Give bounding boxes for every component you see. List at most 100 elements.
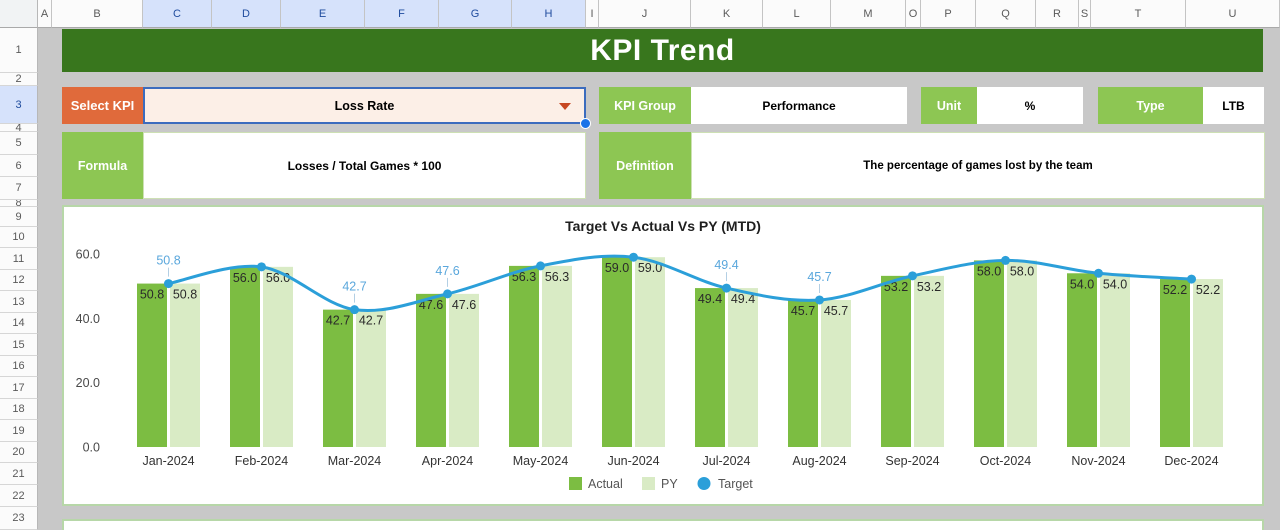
column-header-E[interactable]: E: [281, 0, 365, 28]
definition-label: Definition: [599, 132, 691, 199]
unit-value: %: [977, 87, 1083, 124]
row-header-12[interactable]: 12: [0, 270, 38, 291]
legend-actual-swatch: [569, 477, 582, 490]
kpi-group-label: KPI Group: [599, 87, 691, 124]
definition-value: The percentage of games lost by the team: [691, 132, 1265, 199]
bar-py: [914, 275, 944, 447]
column-header-O[interactable]: O: [906, 0, 921, 28]
target-data-label: 50.8: [156, 254, 180, 268]
row-header-5[interactable]: 5: [0, 132, 38, 155]
chart-title: Target Vs Actual Vs PY (MTD): [565, 218, 761, 234]
column-header-P[interactable]: P: [921, 0, 976, 28]
bar-label-py: 42.7: [359, 314, 383, 328]
bar-py: [635, 257, 665, 447]
x-axis-label: Jul-2024: [703, 454, 751, 468]
bar-py: [821, 299, 851, 447]
row-header-7[interactable]: 7: [0, 177, 38, 200]
target-line: [167, 254, 1193, 312]
target-point-dot: [815, 295, 824, 305]
bar-label-actual: 54.0: [1070, 277, 1094, 291]
y-axis-tick-label: 0.0: [83, 441, 100, 455]
column-header-M[interactable]: M: [831, 0, 906, 28]
target-point-dot: [722, 283, 731, 293]
kpi-select-dropdown[interactable]: Loss Rate: [143, 87, 591, 129]
row-header-2[interactable]: 2: [0, 73, 38, 86]
chart-plot-area: 0.020.040.060.050.8 50.856.0 56.042.7 42.74…: [76, 247, 1223, 491]
bar-actual: [974, 260, 1004, 447]
bar-actual: [695, 288, 725, 447]
row-header-10[interactable]: 10: [0, 227, 38, 248]
column-header-H[interactable]: H: [512, 0, 586, 28]
legend-py-label: PY: [661, 477, 678, 491]
column-header-J[interactable]: J: [599, 0, 691, 28]
column-header-F[interactable]: F: [365, 0, 439, 28]
column-header-Q[interactable]: Q: [976, 0, 1036, 28]
row-header-15[interactable]: 15: [0, 334, 38, 356]
legend-py-swatch: [642, 477, 655, 490]
target-data-label: 42.7: [342, 280, 366, 294]
target-point-dot: [1094, 268, 1103, 278]
bar-actual: [323, 309, 353, 447]
x-axis-label: Feb-2024: [235, 454, 289, 468]
column-header-I[interactable]: I: [586, 0, 599, 28]
kpi-select-value: Loss Rate: [334, 98, 395, 113]
row-header-3[interactable]: 3: [0, 86, 38, 124]
bar-actual: [602, 257, 632, 447]
bar-label-py: 47.6: [452, 298, 476, 312]
target-point-dot: [1001, 255, 1010, 265]
row-header-16[interactable]: 16: [0, 356, 38, 377]
row-header-8[interactable]: 8: [0, 200, 38, 207]
bar-py: [356, 309, 386, 447]
target-point-dot: [629, 252, 638, 262]
column-header-C[interactable]: C: [143, 0, 212, 28]
column-header-U[interactable]: U: [1186, 0, 1280, 28]
bar-label-py: 50.8: [173, 288, 197, 302]
column-header-B[interactable]: B: [52, 0, 143, 28]
legend-actual-label: Actual: [588, 477, 623, 491]
bar-label-actual: 45.7: [791, 304, 815, 318]
column-header-K[interactable]: K: [691, 0, 763, 28]
target-point-dot: [908, 271, 917, 281]
row-header-19[interactable]: 19: [0, 420, 38, 442]
column-header-G[interactable]: G: [439, 0, 512, 28]
row-header-14[interactable]: 14: [0, 313, 38, 334]
bar-label-actual: 56.3: [512, 270, 536, 284]
selection-fill-handle[interactable]: [580, 118, 591, 129]
column-header-L[interactable]: L: [763, 0, 831, 28]
row-header-23[interactable]: 23: [0, 507, 38, 530]
column-header-R[interactable]: R: [1036, 0, 1079, 28]
select-all-corner[interactable]: [0, 0, 38, 28]
row-header-13[interactable]: 13: [0, 291, 38, 313]
page-title: KPI Trend: [590, 33, 735, 67]
legend-target-swatch: [697, 477, 711, 490]
row-header-11[interactable]: 11: [0, 248, 38, 270]
bar-label-py: 54.0: [1103, 277, 1127, 291]
row-header-21[interactable]: 21: [0, 463, 38, 485]
bar-label-py: 45.7: [824, 304, 848, 318]
bar-label-py: 59.0: [638, 261, 662, 275]
target-data-label: 49.4: [714, 258, 738, 272]
bar-label-actual: 50.8: [140, 288, 164, 302]
bar-py: [263, 266, 293, 447]
target-point-dot: [164, 279, 173, 289]
row-header-6[interactable]: 6: [0, 155, 38, 177]
row-header-9[interactable]: 9: [0, 207, 38, 227]
row-header-22[interactable]: 22: [0, 485, 38, 507]
x-axis-label: Apr-2024: [422, 454, 473, 468]
column-header-S[interactable]: S: [1079, 0, 1091, 28]
column-header-A[interactable]: A: [38, 0, 52, 28]
bar-label-actual: 42.7: [326, 314, 350, 328]
row-header-17[interactable]: 17: [0, 377, 38, 399]
column-header-D[interactable]: D: [212, 0, 281, 28]
title-banner: KPI Trend: [62, 29, 1263, 72]
column-header-T[interactable]: T: [1091, 0, 1186, 28]
row-header-18[interactable]: 18: [0, 399, 38, 420]
bar-label-actual: 49.4: [698, 292, 722, 306]
dropdown-arrow-icon[interactable]: [559, 102, 571, 110]
row-header-1[interactable]: 1: [0, 28, 38, 73]
row-header-20[interactable]: 20: [0, 442, 38, 463]
row-header-4[interactable]: 4: [0, 124, 38, 132]
bar-label-py: 58.0: [1010, 264, 1034, 278]
